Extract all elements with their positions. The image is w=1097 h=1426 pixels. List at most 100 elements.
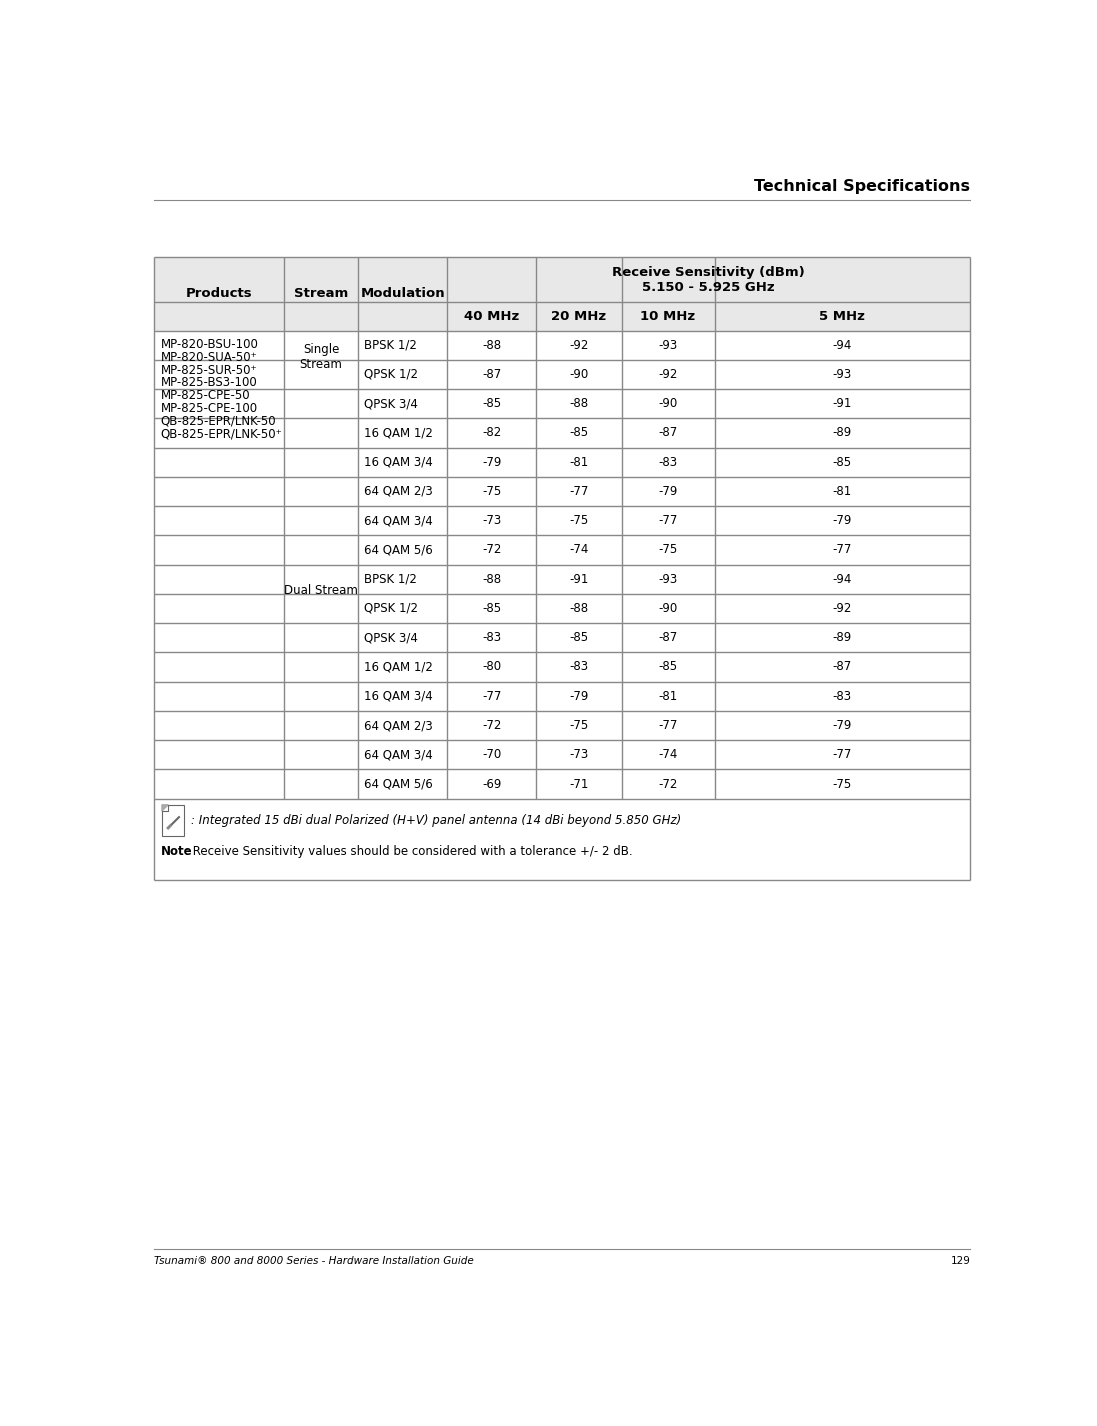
Text: Modulation: Modulation bbox=[360, 288, 445, 301]
Text: -75: -75 bbox=[482, 485, 501, 498]
Text: 5 MHz: 5 MHz bbox=[819, 309, 866, 322]
Text: -75: -75 bbox=[569, 515, 588, 528]
Text: -72: -72 bbox=[482, 543, 501, 556]
Bar bbox=[155, 799, 970, 880]
Bar bbox=[155, 593, 970, 623]
Text: -85: -85 bbox=[833, 456, 852, 469]
Text: -85: -85 bbox=[482, 602, 501, 615]
Bar bbox=[155, 331, 970, 359]
Text: -79: -79 bbox=[658, 485, 678, 498]
Text: Stream: Stream bbox=[294, 288, 349, 301]
Text: 20 MHz: 20 MHz bbox=[552, 309, 607, 322]
Bar bbox=[162, 804, 183, 836]
Text: -79: -79 bbox=[833, 719, 852, 732]
Text: -92: -92 bbox=[658, 368, 678, 381]
Text: -85: -85 bbox=[569, 426, 588, 439]
Text: 16 QAM 3/4: 16 QAM 3/4 bbox=[364, 690, 433, 703]
Text: -89: -89 bbox=[833, 426, 852, 439]
Text: MP-820-SUA-50⁺: MP-820-SUA-50⁺ bbox=[160, 351, 257, 364]
Bar bbox=[155, 682, 970, 712]
Text: -81: -81 bbox=[658, 690, 678, 703]
Text: -81: -81 bbox=[569, 456, 588, 469]
Text: -73: -73 bbox=[482, 515, 501, 528]
Text: -69: -69 bbox=[482, 777, 501, 790]
Text: -83: -83 bbox=[658, 456, 678, 469]
Text: -91: -91 bbox=[569, 573, 589, 586]
Text: -83: -83 bbox=[833, 690, 852, 703]
Text: -77: -77 bbox=[658, 515, 678, 528]
Text: -81: -81 bbox=[833, 485, 852, 498]
Text: -85: -85 bbox=[569, 632, 588, 645]
Text: -87: -87 bbox=[658, 426, 678, 439]
Text: -75: -75 bbox=[569, 719, 588, 732]
Bar bbox=[155, 389, 970, 418]
Bar bbox=[155, 652, 970, 682]
Text: -93: -93 bbox=[658, 573, 678, 586]
Text: -89: -89 bbox=[833, 632, 852, 645]
Text: -70: -70 bbox=[482, 749, 501, 761]
Text: 16 QAM 1/2: 16 QAM 1/2 bbox=[364, 426, 433, 439]
Text: QB-825-EPR/LNK-50⁺: QB-825-EPR/LNK-50⁺ bbox=[160, 428, 282, 441]
Text: -94: -94 bbox=[833, 573, 852, 586]
Text: BPSK 1/2: BPSK 1/2 bbox=[364, 338, 417, 352]
Text: -87: -87 bbox=[833, 660, 852, 673]
Text: MP-825-BS3-100: MP-825-BS3-100 bbox=[160, 376, 257, 389]
Text: -87: -87 bbox=[482, 368, 501, 381]
Text: 10 MHz: 10 MHz bbox=[641, 309, 695, 322]
Text: -71: -71 bbox=[569, 777, 589, 790]
Text: -79: -79 bbox=[569, 690, 589, 703]
Text: : Receive Sensitivity values should be considered with a tolerance +/- 2 dB.: : Receive Sensitivity values should be c… bbox=[185, 844, 633, 857]
Text: -77: -77 bbox=[833, 543, 852, 556]
Text: 16 QAM 3/4: 16 QAM 3/4 bbox=[364, 456, 433, 469]
Text: 64 QAM 5/6: 64 QAM 5/6 bbox=[364, 543, 433, 556]
Text: -94: -94 bbox=[833, 338, 852, 352]
Bar bbox=[155, 257, 970, 302]
Text: -88: -88 bbox=[482, 338, 501, 352]
Text: -75: -75 bbox=[658, 543, 678, 556]
Text: -91: -91 bbox=[833, 398, 852, 411]
Bar bbox=[155, 535, 970, 565]
Text: -72: -72 bbox=[482, 719, 501, 732]
Text: -90: -90 bbox=[569, 368, 588, 381]
Text: 64 QAM 3/4: 64 QAM 3/4 bbox=[364, 749, 433, 761]
Text: -93: -93 bbox=[658, 338, 678, 352]
Text: Dual Stream: Dual Stream bbox=[284, 585, 358, 597]
Text: MP-825-CPE-100: MP-825-CPE-100 bbox=[160, 402, 258, 415]
Polygon shape bbox=[162, 804, 168, 811]
Text: -73: -73 bbox=[569, 749, 588, 761]
Text: 129: 129 bbox=[950, 1256, 970, 1266]
Text: QPSK 3/4: QPSK 3/4 bbox=[364, 632, 418, 645]
Text: -82: -82 bbox=[482, 426, 501, 439]
Bar bbox=[155, 623, 970, 652]
Bar bbox=[155, 418, 970, 448]
Text: -83: -83 bbox=[569, 660, 588, 673]
Text: Receive Sensitivity (dBm)
5.150 - 5.925 GHz: Receive Sensitivity (dBm) 5.150 - 5.925 … bbox=[612, 265, 805, 294]
Bar bbox=[155, 506, 970, 535]
Text: QB-825-EPR/LNK-50: QB-825-EPR/LNK-50 bbox=[160, 415, 276, 428]
Text: BPSK 1/2: BPSK 1/2 bbox=[364, 573, 417, 586]
Bar bbox=[155, 359, 970, 389]
Text: Products: Products bbox=[186, 288, 252, 301]
Text: -85: -85 bbox=[482, 398, 501, 411]
Text: Single
Stream: Single Stream bbox=[299, 342, 342, 371]
Bar bbox=[155, 476, 970, 506]
Text: QPSK 3/4: QPSK 3/4 bbox=[364, 398, 418, 411]
Text: -92: -92 bbox=[569, 338, 589, 352]
Text: -90: -90 bbox=[658, 398, 678, 411]
Bar bbox=[155, 712, 970, 740]
Text: Technical Specifications: Technical Specifications bbox=[755, 180, 970, 194]
Text: 64 QAM 3/4: 64 QAM 3/4 bbox=[364, 515, 433, 528]
Text: -87: -87 bbox=[658, 632, 678, 645]
Text: 64 QAM 2/3: 64 QAM 2/3 bbox=[364, 719, 433, 732]
Bar bbox=[155, 740, 970, 770]
Text: -77: -77 bbox=[658, 719, 678, 732]
Bar bbox=[155, 302, 970, 331]
Text: -75: -75 bbox=[833, 777, 852, 790]
Text: Note: Note bbox=[160, 844, 192, 857]
Text: QPSK 1/2: QPSK 1/2 bbox=[364, 602, 418, 615]
Text: -88: -88 bbox=[569, 398, 588, 411]
Text: QPSK 1/2: QPSK 1/2 bbox=[364, 368, 418, 381]
Text: 40 MHz: 40 MHz bbox=[464, 309, 519, 322]
Text: MP-825-SUR-50⁺: MP-825-SUR-50⁺ bbox=[160, 364, 257, 376]
Text: -72: -72 bbox=[658, 777, 678, 790]
